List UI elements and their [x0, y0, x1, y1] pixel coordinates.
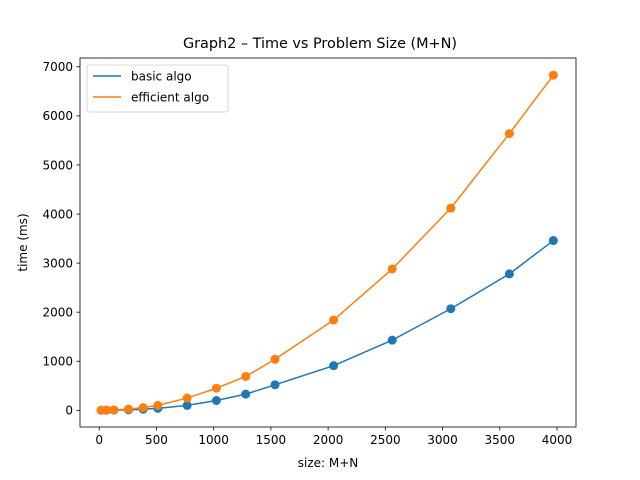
data-point: [124, 404, 134, 414]
y-axis: 0 1000 2000 3000 4000 5000 6000 7000: [42, 60, 80, 418]
data-point: [504, 269, 514, 279]
data-point: [504, 129, 514, 139]
legend-box: [86, 64, 229, 113]
data-point: [270, 380, 280, 390]
x-tick-label: 1000: [198, 433, 229, 447]
y-tick-label: 2000: [42, 305, 73, 319]
data-point: [109, 405, 119, 415]
data-point: [182, 393, 192, 403]
x-tick-label: 3500: [485, 433, 516, 447]
y-tick-label: 7000: [42, 60, 73, 74]
y-tick-label: 1000: [42, 355, 73, 369]
x-axis: 0 500 1000 1500 2000 2500 3000 3500 4000: [95, 427, 572, 447]
x-tick-label: 2000: [313, 433, 344, 447]
data-point: [211, 383, 221, 393]
data-point: [387, 335, 397, 345]
data-point: [153, 400, 163, 410]
y-tick-label: 0: [65, 404, 73, 418]
legend: basic algo efficient algo: [86, 64, 229, 113]
x-tick-label: 3000: [427, 433, 458, 447]
x-axis-label: size: M+N: [298, 456, 359, 470]
x-tick-label: 500: [145, 433, 168, 447]
x-tick-label: 2500: [370, 433, 401, 447]
y-tick-label: 6000: [42, 109, 73, 123]
x-tick-label: 1500: [256, 433, 287, 447]
data-point: [329, 315, 339, 325]
chart-title: Graph2 – Time vs Problem Size (M+N): [183, 36, 457, 52]
y-tick-label: 5000: [42, 158, 73, 172]
x-tick-label: 4000: [542, 433, 573, 447]
data-point: [387, 264, 397, 274]
data-point: [548, 236, 558, 246]
data-point: [182, 400, 192, 410]
plot-area: [96, 70, 558, 415]
legend-label: efficient algo: [131, 90, 209, 104]
data-point: [241, 371, 251, 381]
data-point: [138, 403, 148, 413]
data-point: [241, 389, 251, 399]
y-tick-label: 3000: [42, 256, 73, 270]
data-point: [102, 405, 112, 415]
x-tick-label: 0: [95, 433, 103, 447]
data-point: [270, 354, 280, 364]
data-point: [211, 396, 221, 406]
y-tick-label: 4000: [42, 207, 73, 221]
data-point: [548, 70, 558, 80]
series-efficient-algo: [96, 70, 558, 415]
data-point: [329, 361, 339, 371]
y-axis-label: time (ms): [16, 213, 30, 271]
legend-label: basic algo: [131, 69, 192, 83]
data-point: [446, 304, 456, 314]
data-point: [446, 203, 456, 213]
